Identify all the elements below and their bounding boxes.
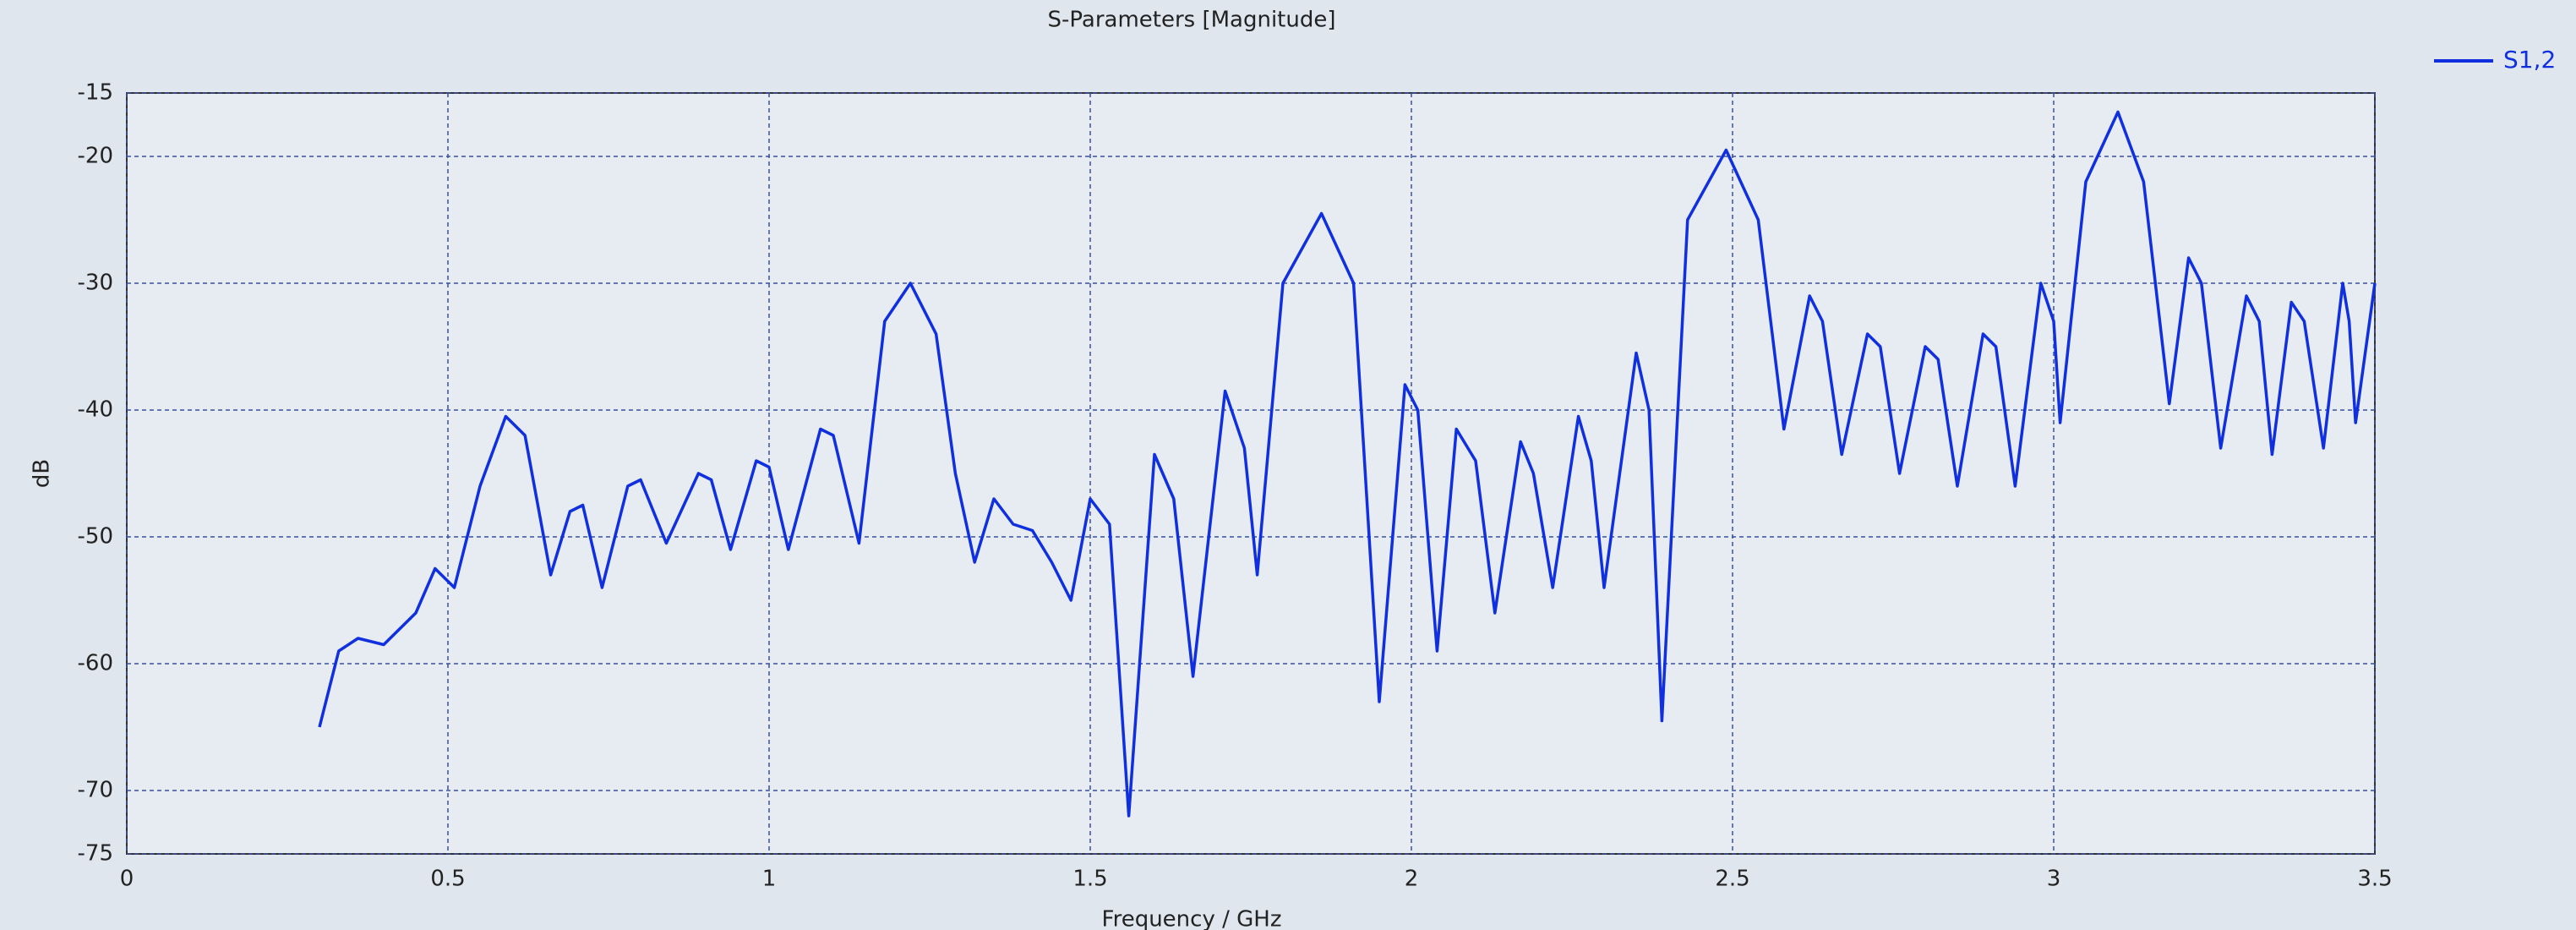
y-tick-label: -70 <box>78 778 113 803</box>
x-axis-label: Frequency / GHz <box>1102 907 1282 930</box>
y-tick-label: -30 <box>78 271 113 296</box>
x-tick-label: 0 <box>120 867 134 892</box>
y-tick-label: -15 <box>78 80 113 106</box>
chart-title: S-Parameters [Magnitude] <box>1048 8 1336 33</box>
x-tick-label: 2 <box>1405 867 1419 892</box>
x-tick-label: 1.5 <box>1072 867 1107 892</box>
x-tick-label: 3.5 <box>2357 867 2392 892</box>
x-tick-label: 2.5 <box>1715 867 1749 892</box>
y-tick-label: -75 <box>78 841 113 867</box>
x-tick-label: 0.5 <box>430 867 465 892</box>
plot-area <box>126 92 2376 855</box>
series-line <box>318 110 2377 818</box>
y-tick-label: -20 <box>78 144 113 169</box>
y-tick-label: -40 <box>78 397 113 423</box>
y-tick-label: -50 <box>78 524 113 550</box>
y-tick-label: -60 <box>78 651 113 676</box>
x-tick-label: 3 <box>2047 867 2061 892</box>
legend-label: S1,2 <box>2503 46 2556 74</box>
y-axis-label: dB <box>30 459 55 488</box>
x-tick-label: 1 <box>762 867 777 892</box>
